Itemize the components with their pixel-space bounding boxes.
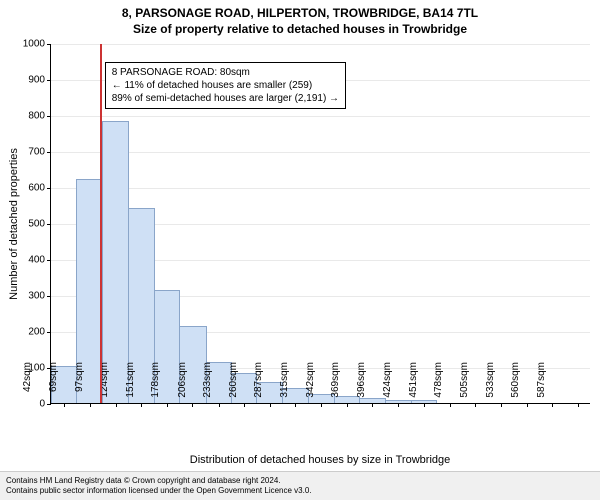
xtick-label: 206sqm — [177, 362, 188, 407]
xtick-mark — [219, 403, 220, 407]
xtick-mark — [270, 403, 271, 407]
grid-line — [51, 44, 590, 45]
xtick-mark — [192, 403, 193, 407]
xtick-mark — [321, 403, 322, 407]
xtick-mark — [372, 403, 373, 407]
ytick-label: 800 — [28, 111, 51, 122]
xtick-mark — [141, 403, 142, 407]
xtick-mark — [244, 403, 245, 407]
plot-area: 0100200300400500600700800900100042sqm69s… — [50, 44, 590, 404]
xtick-mark — [578, 403, 579, 407]
xtick-mark — [398, 403, 399, 407]
ytick-label: 500 — [28, 219, 51, 230]
y-axis-label: Number of detached properties — [8, 148, 20, 300]
xtick-label: 396sqm — [356, 362, 367, 407]
ytick-label: 900 — [28, 75, 51, 86]
xtick-label: 233sqm — [202, 362, 213, 407]
xtick-mark — [90, 403, 91, 407]
footer-line-1: Contains HM Land Registry data © Crown c… — [6, 476, 594, 486]
grid-line — [51, 188, 590, 189]
ytick-label: 1000 — [23, 39, 51, 50]
xtick-mark — [450, 403, 451, 407]
histogram-bar — [102, 121, 129, 403]
xtick-mark — [475, 403, 476, 407]
xtick-mark — [347, 403, 348, 407]
callout-property-size: 8 PARSONAGE ROAD: 80sqm — [112, 66, 339, 79]
copyright-footer: Contains HM Land Registry data © Crown c… — [0, 471, 600, 500]
xtick-label: 97sqm — [74, 362, 85, 407]
xtick-mark — [527, 403, 528, 407]
xtick-label: 560sqm — [510, 362, 521, 407]
x-axis-label: Distribution of detached houses by size … — [190, 454, 450, 466]
ytick-label: 400 — [28, 255, 51, 266]
xtick-label: 505sqm — [459, 362, 470, 407]
xtick-label: 587sqm — [536, 362, 547, 407]
callout-larger-pct: 89% of semi-detached houses are larger (… — [112, 92, 339, 105]
ytick-label: 600 — [28, 183, 51, 194]
xtick-label: 178sqm — [150, 362, 161, 407]
xtick-label: 260sqm — [228, 362, 239, 407]
xtick-mark — [295, 403, 296, 407]
property-marker-line — [100, 44, 102, 403]
xtick-label: 424sqm — [382, 362, 393, 407]
xtick-label: 151sqm — [125, 362, 136, 407]
xtick-label: 287sqm — [253, 362, 264, 407]
callout-box: 8 PARSONAGE ROAD: 80sqm← 11% of detached… — [105, 62, 346, 109]
xtick-mark — [116, 403, 117, 407]
xtick-mark — [501, 403, 502, 407]
page-subtitle: Size of property relative to detached ho… — [0, 20, 600, 40]
ytick-label: 200 — [28, 327, 51, 338]
xtick-mark — [167, 403, 168, 407]
ytick-label: 700 — [28, 147, 51, 158]
callout-smaller-pct: ← 11% of detached houses are smaller (25… — [112, 79, 339, 92]
page-title: 8, PARSONAGE ROAD, HILPERTON, TROWBRIDGE… — [0, 0, 600, 20]
xtick-mark — [424, 403, 425, 407]
xtick-label: 533sqm — [485, 362, 496, 407]
xtick-label: 342sqm — [305, 362, 316, 407]
xtick-label: 315sqm — [279, 362, 290, 407]
xtick-label: 478sqm — [433, 362, 444, 407]
xtick-mark — [64, 403, 65, 407]
xtick-label: 369sqm — [330, 362, 341, 407]
footer-line-2: Contains public sector information licen… — [6, 486, 594, 496]
xtick-label: 42sqm — [22, 362, 33, 407]
grid-line — [51, 116, 590, 117]
xtick-mark — [552, 403, 553, 407]
chart-container: Number of detached properties 0100200300… — [50, 44, 590, 404]
xtick-label: 451sqm — [408, 362, 419, 407]
grid-line — [51, 152, 590, 153]
xtick-label: 69sqm — [48, 362, 59, 407]
ytick-label: 300 — [28, 291, 51, 302]
